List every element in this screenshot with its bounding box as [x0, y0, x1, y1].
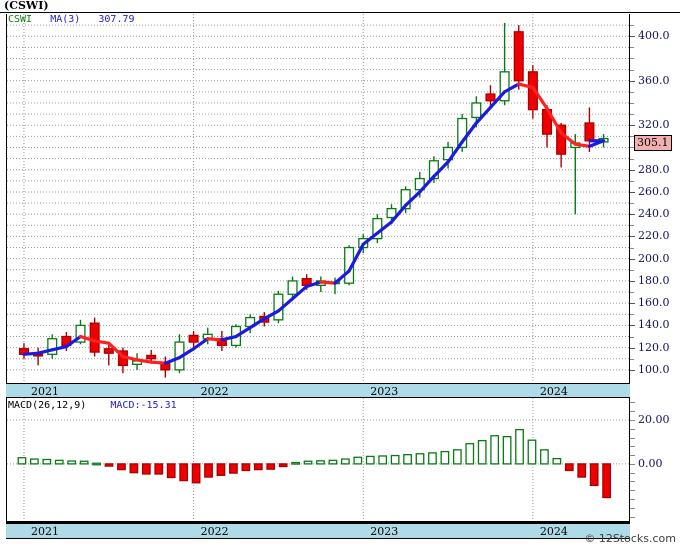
y-axis-minor-tick [630, 269, 634, 271]
legend-ma-label: MA(3) [50, 14, 81, 25]
y-axis-label-price: 100.0 [638, 362, 670, 376]
y-axis-label-price: 140.0 [638, 318, 670, 332]
y-axis-tick [630, 191, 635, 193]
y-axis-minor-tick [630, 158, 634, 160]
y-axis-tick-macd [630, 516, 635, 518]
y-axis-tick-macd [630, 507, 635, 509]
date-label-2022: 2022 [200, 385, 229, 398]
macd-legend: MACD(26,12,9) MACD:-15.31 [8, 400, 177, 411]
y-axis-label-price: 320.0 [638, 118, 670, 132]
y-axis-label-macd: 20.00 [638, 412, 670, 426]
macd-date-axis: 20212022202320242025 [6, 523, 630, 539]
y-axis-tick [630, 280, 635, 282]
y-axis-minor-tick [630, 136, 634, 138]
price-chart-panel[interactable] [6, 14, 630, 383]
y-axis-minor-tick [630, 247, 634, 249]
date-label-2022: 2022 [200, 525, 229, 538]
y-axis-tick-macd [630, 446, 635, 448]
price-legend: CSWI MA(3) 307.79 [8, 14, 135, 25]
date-label-2023: 2023 [370, 525, 399, 538]
y-axis-minor-tick [630, 114, 634, 116]
y-axis-tick [630, 369, 635, 371]
y-axis-label-price: 220.0 [638, 229, 670, 243]
last-price-badge: 305.1 [634, 134, 672, 151]
y-axis-minor-tick [630, 25, 634, 27]
legend-symbol: CSWI [8, 14, 33, 25]
y-axis-minor-tick [630, 203, 634, 205]
y-axis-tick-macd [630, 499, 635, 501]
y-axis-tick [630, 80, 635, 82]
y-axis-minor-tick [630, 58, 634, 60]
legend-macd-value: MACD:-15.31 [110, 400, 177, 411]
y-axis-minor-tick [630, 180, 634, 182]
y-axis-tick-macd [630, 428, 635, 430]
date-label-2021: 2021 [30, 385, 59, 398]
price-chart-svg[interactable] [7, 14, 629, 381]
y-axis-tick [630, 258, 635, 260]
y-axis-minor-tick [630, 47, 634, 49]
date-label-2024: 2024 [539, 525, 568, 538]
y-axis-tick-macd [630, 481, 635, 483]
y-axis-label-price: 160.0 [638, 296, 670, 310]
y-axis-minor-tick [630, 358, 634, 360]
y-axis-tick [630, 169, 635, 171]
y-axis-label-macd: 0.00 [638, 456, 663, 470]
y-axis-label-price: 260.0 [638, 184, 670, 198]
y-axis-label-price: 360.0 [638, 73, 670, 87]
watermark: © 12Stocks.com [584, 532, 676, 545]
y-axis-minor-tick [630, 69, 634, 71]
macd-chart-panel[interactable] [6, 398, 630, 523]
y-axis-minor-tick [630, 225, 634, 227]
y-axis-tick [630, 125, 635, 127]
date-label-2023: 2023 [370, 385, 399, 398]
macd-chart-svg[interactable] [7, 398, 629, 521]
y-axis-minor-tick [630, 102, 634, 104]
y-axis-label-price: 120.0 [638, 340, 670, 354]
y-axis-tick-macd [630, 490, 635, 492]
y-axis-tick [630, 36, 635, 38]
y-axis-label-price: 400.0 [638, 29, 670, 43]
date-label-2021: 2021 [30, 525, 59, 538]
y-axis-tick-macd [630, 472, 635, 474]
y-axis-label-price: 280.0 [638, 162, 670, 176]
y-axis-tick-macd [630, 411, 635, 413]
y-axis-minor-tick [630, 314, 634, 316]
y-axis-tick [630, 303, 635, 305]
y-axis-tick [630, 236, 635, 238]
y-axis-label-price: 200.0 [638, 251, 670, 265]
y-axis-minor-tick [630, 91, 634, 93]
y-axis-minor-tick [630, 147, 634, 149]
y-axis-tick-macd [630, 463, 635, 465]
y-axis-tick [630, 347, 635, 349]
y-axis-tick-macd [630, 437, 635, 439]
date-label-2024: 2024 [539, 385, 568, 398]
y-axis-tick-macd [630, 402, 635, 404]
legend-ma-value: 307.79 [98, 14, 135, 25]
title-bar: (CSWI) [0, 0, 680, 13]
y-axis-minor-tick [630, 292, 634, 294]
y-axis-label-price: 240.0 [638, 207, 670, 221]
y-axis-tick-macd [630, 419, 635, 421]
y-axis-label-price: 180.0 [638, 273, 670, 287]
y-axis-minor-tick [630, 336, 634, 338]
page-title: (CSWI) [4, 0, 49, 12]
legend-macd-name: MACD(26,12,9) [8, 400, 87, 411]
y-axis-tick [630, 214, 635, 216]
y-axis-tick-macd [630, 455, 635, 457]
y-axis-tick [630, 325, 635, 327]
price-date-axis: 20212022202320242025 [6, 383, 630, 398]
